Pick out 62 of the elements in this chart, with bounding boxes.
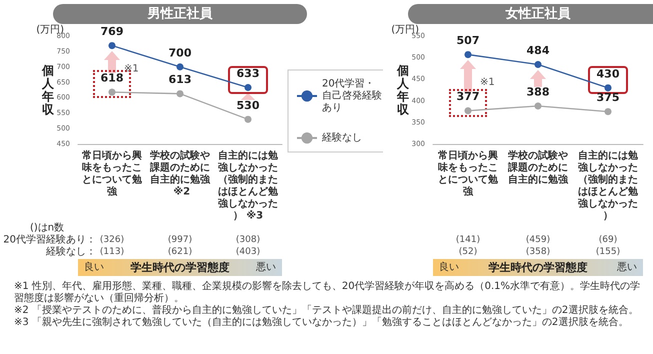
x-tick-label: 学校の試験や課題のために自主的に勉強 ※2	[149, 150, 211, 198]
data-label: 375	[596, 91, 620, 104]
text: (141)	[456, 235, 480, 245]
data-label: 613	[168, 73, 192, 86]
data-label: 530	[236, 98, 260, 112]
data-label: 388	[526, 85, 550, 98]
data-label: 769	[100, 25, 124, 38]
point	[534, 61, 542, 68]
point	[604, 84, 612, 92]
chart-title: 女性正社員	[504, 6, 572, 22]
y-axis-title: 個人年収	[41, 64, 55, 116]
text: (459)	[526, 235, 550, 245]
chart-title: 男性正社員	[146, 6, 214, 22]
data-label: 618	[100, 72, 124, 85]
text: ()はn数	[30, 222, 64, 234]
text: (52)	[458, 247, 478, 257]
point	[176, 63, 184, 70]
legend-label: 20代学習・自己啓発経験あり	[322, 78, 382, 114]
annotation: ※1	[124, 63, 139, 74]
y-axis-title: 個人年収	[396, 64, 410, 116]
text: (403)	[236, 247, 260, 257]
point	[244, 84, 252, 92]
text: ※2 「授業やテストのために、普段から自主的に勉強していた」「テストや課題提出の前だけ、自主的に勉強していた」の2選択肢を統合。	[14, 305, 640, 316]
text: 良い	[439, 261, 459, 273]
point	[108, 88, 116, 96]
data-label: 430	[596, 67, 620, 80]
text: 悪い	[255, 262, 276, 273]
text: 良い	[84, 261, 104, 273]
x-axis-title: 学生時代の学習態度	[130, 261, 230, 274]
x-tick-label: 学校の試験や課題のために自主的に勉強	[507, 150, 569, 186]
annotation: ※1	[480, 77, 495, 88]
legend-label: 経験なし	[321, 132, 362, 144]
data-label: 377	[456, 90, 480, 104]
x-tick-label: 常日頃から興味をもったことについて勉強	[82, 150, 143, 198]
point	[108, 42, 116, 50]
text: (997)	[168, 235, 192, 245]
point	[176, 90, 184, 98]
text: 20代学習経験あり：	[3, 234, 96, 246]
text: (155)	[596, 247, 620, 257]
data-label: 700	[168, 46, 192, 60]
point	[604, 108, 612, 116]
text: ※3 「親や先生に強制されて勉強していた（自主的には勉強していなかった）」「勉強することはほとんどなかった」の2選択肢を統合。	[14, 317, 630, 329]
point	[244, 116, 252, 123]
data-label: 633	[236, 67, 260, 80]
text: (358)	[526, 247, 550, 257]
data-label: 507	[456, 34, 480, 48]
text: ※1 性別、年代、雇用形態、業種、職種、企業規模の影響を除去しても、20代学習経験が年収を高める（0.1%水準で有意）。学生時代の学習態度は影響がない（重回帰分析）。	[14, 281, 642, 304]
point	[534, 102, 542, 110]
x-tick-label: 自主的には勉強しなかった（強制的またはほとんど勉強しなかった）	[578, 150, 639, 222]
text: (308)	[236, 235, 260, 245]
data-label: 484	[526, 44, 550, 58]
text: (69)	[598, 235, 618, 245]
text: 悪い	[616, 262, 637, 273]
point	[464, 51, 472, 58]
text: 経験なし：	[45, 246, 96, 258]
x-tick-label: 自主的には勉強しなかった（強制的またはほとんど勉強しなかった） ※3	[218, 150, 279, 222]
point	[464, 107, 472, 114]
x-tick-label: 常日頃から興味をもったことについて勉強	[438, 150, 499, 198]
x-axis-title: 学生時代の学習態度	[488, 261, 588, 274]
text: (326)	[100, 235, 124, 245]
text: (621)	[168, 247, 192, 257]
text: (113)	[100, 247, 124, 257]
